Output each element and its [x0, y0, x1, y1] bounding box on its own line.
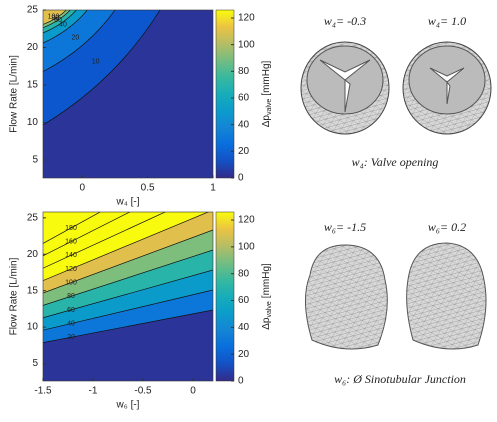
colorbar-label-main: Δp [261, 317, 272, 330]
contour-label: 120 [65, 266, 77, 273]
x-tick-label: 0.5 [141, 183, 155, 194]
contour-label: 160 [65, 239, 77, 246]
y-tick-label: 25 [27, 212, 39, 223]
colorbar [216, 212, 234, 381]
contour-label: 180 [65, 225, 77, 232]
root-image [407, 243, 486, 349]
image-caption: w₆= -1.5 [324, 220, 366, 234]
figure: w₄= -0.3 w₄= 1.0 w₄: Valve opening w₆= -… [0, 0, 497, 417]
colorbar-label-unit: [mmHg] [261, 263, 272, 298]
image-caption: w₄= -0.3 [324, 14, 366, 28]
contour-label: 60 [67, 307, 75, 314]
colorbar-tick-label: 100 [238, 242, 255, 253]
root-image [305, 245, 387, 349]
colorbar-tick-label: 120 [238, 13, 255, 24]
colorbar-tick-label: 0 [238, 376, 244, 387]
x-axis-label: w₄ [-] [116, 197, 140, 208]
y-tick-label: 20 [27, 249, 39, 260]
x-tick-label: -0.5 [134, 386, 152, 397]
y-axis-label: Flow Rate [L/min] [9, 55, 20, 133]
colorbar-label-sub: valve [266, 99, 273, 115]
colorbar-tick-label: 40 [238, 119, 250, 130]
valve-image [403, 42, 491, 134]
x-tick-label: 0 [79, 183, 85, 194]
colorbar-tick-label: 80 [238, 268, 250, 279]
y-tick-label: 5 [32, 155, 38, 166]
colorbar-label-unit: [mmHg] [261, 60, 272, 95]
colorbar [216, 10, 234, 178]
contour-label: 100 [65, 279, 77, 286]
x-tick-label: -1 [89, 386, 98, 397]
colorbar-label: Δpvalve [mmHg] [261, 60, 273, 127]
contour-label: 100 [48, 13, 60, 20]
y-tick-label: 10 [27, 322, 39, 333]
image-caption: w₆= 0.2 [428, 220, 466, 234]
y-tick-label: 15 [27, 80, 39, 91]
x-tick-label: 0 [190, 386, 196, 397]
panel-caption: w₆: Ø Sinotubular Junction [334, 372, 466, 386]
x-tick-label: 1 [210, 183, 216, 194]
image-caption: w₄= 1.0 [428, 14, 466, 28]
colorbar-label-sub: valve [266, 301, 273, 317]
colorbar-tick-label: 60 [238, 93, 250, 104]
contour-label: 80 [67, 293, 75, 300]
colorbar-tick-label: 120 [238, 215, 255, 226]
y-tick-label: 10 [27, 117, 39, 128]
colorbar-tick-label: 20 [238, 146, 250, 157]
colorbar-tick-label: 80 [238, 66, 250, 77]
contour-label: 20 [72, 35, 80, 42]
y-tick-label: 5 [32, 358, 38, 369]
y-tick-label: 20 [27, 42, 39, 53]
contour-label: 10 [92, 59, 100, 66]
contour-label: 40 [67, 320, 75, 327]
contour-label: 20 [67, 334, 75, 341]
colorbar-tick-label: 60 [238, 295, 250, 306]
colorbar-tick-label: 20 [238, 349, 250, 360]
x-axis-label: w₆ [-] [116, 400, 140, 411]
colorbar-tick-label: 40 [238, 322, 250, 333]
valve-image [301, 42, 389, 134]
colorbar-tick-label: 100 [238, 39, 255, 50]
colorbar-label-main: Δp [261, 115, 272, 128]
colorbar-label: Δpvalve [mmHg] [261, 263, 273, 330]
y-tick-label: 15 [27, 285, 39, 296]
panel-caption: w₄: Valve opening [352, 155, 439, 169]
colorbar-tick-label: 0 [238, 173, 244, 184]
y-tick-label: 25 [27, 5, 39, 16]
x-tick-label: -1.5 [34, 386, 52, 397]
contour-label: 140 [65, 252, 77, 259]
y-axis-label: Flow Rate [L/min] [9, 257, 20, 335]
